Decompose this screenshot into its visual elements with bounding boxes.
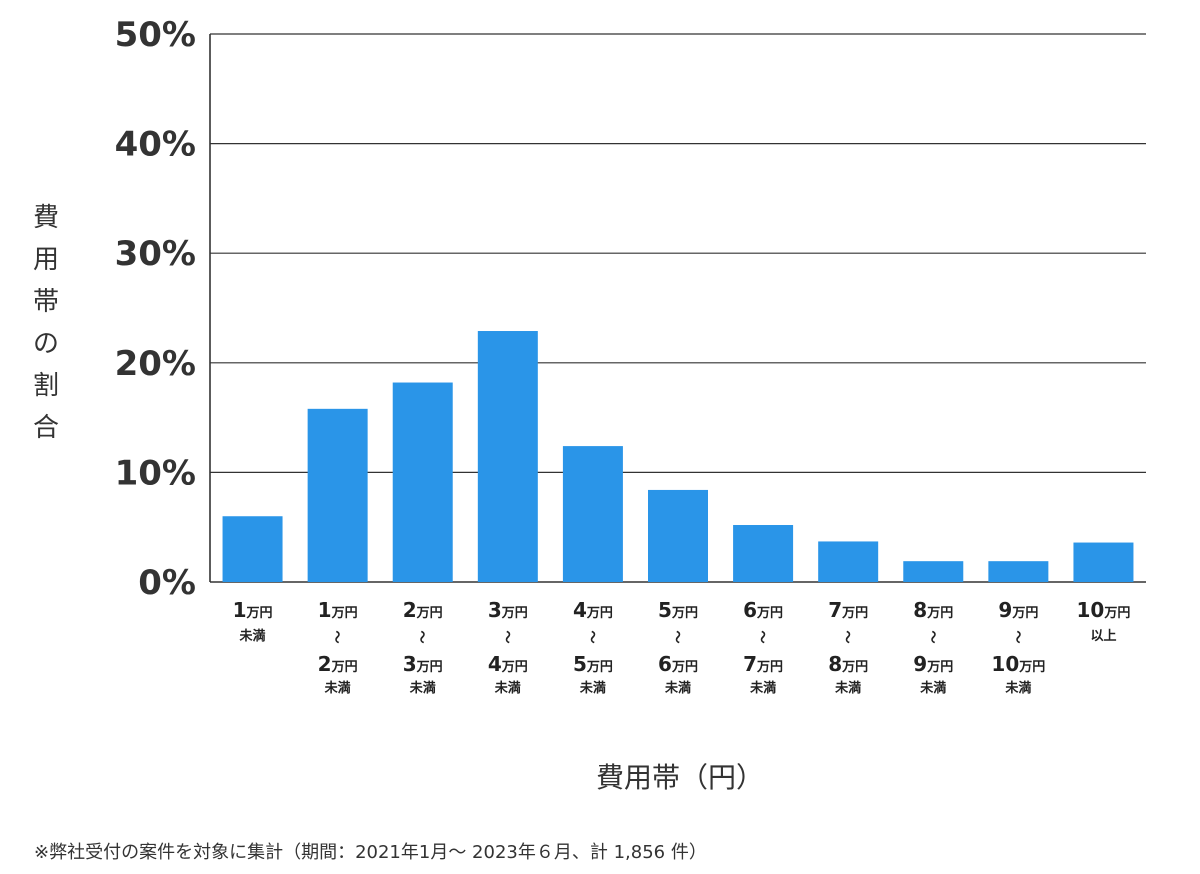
x-category-text: 未満 xyxy=(664,680,691,696)
x-category-range-mark: 〜 xyxy=(414,630,429,643)
x-category-text: 未満 xyxy=(409,680,436,696)
x-category-range-mark: 〜 xyxy=(924,630,939,643)
x-category-text: 未満 xyxy=(749,680,776,696)
y-tick-label: 20% xyxy=(115,344,196,384)
bar xyxy=(222,516,283,582)
y-axis-label-char: 帯 xyxy=(33,287,59,317)
bar xyxy=(392,382,453,582)
x-category-text: 1万円 xyxy=(233,598,273,622)
x-category-text: 未満 xyxy=(239,628,266,644)
bar xyxy=(818,541,879,582)
x-category-range-mark: 〜 xyxy=(669,630,684,643)
y-tick-label: 30% xyxy=(115,234,196,274)
x-category-text: 未満 xyxy=(324,680,351,696)
x-category-text: 1万円 xyxy=(318,598,358,622)
x-category-range-mark: 〜 xyxy=(329,630,344,643)
y-tick-labels: 0% 10% 20% 30% 40% 50% xyxy=(115,15,196,603)
x-category-text: 4万円 xyxy=(488,652,528,676)
x-axis-label: 費用帯（円） xyxy=(596,761,764,794)
x-category-text: 7万円 xyxy=(743,652,783,676)
y-axis-label-char: の xyxy=(33,329,59,359)
footnote: ※弊社受付の案件を対象に集計（期間：2021年1月～ 2023年６月、計 1,8… xyxy=(34,842,707,863)
x-category-range-mark: 〜 xyxy=(584,630,599,643)
x-category-range-mark: 〜 xyxy=(839,630,854,643)
x-category-text: 3万円 xyxy=(488,598,528,622)
x-category-text: 8万円 xyxy=(828,652,868,676)
bar xyxy=(988,561,1049,582)
x-category-text: 2万円 xyxy=(318,652,358,676)
x-category-text: 4万円 xyxy=(573,598,613,622)
x-category-text: 未満 xyxy=(579,680,606,696)
bar xyxy=(477,331,538,582)
bar xyxy=(1073,542,1134,582)
bar xyxy=(733,525,794,582)
y-axis-label-char: 用 xyxy=(33,245,59,275)
x-category-text: 未満 xyxy=(1004,680,1031,696)
y-axis-label-char: 費 xyxy=(33,203,59,233)
bar xyxy=(562,446,623,582)
y-tick-label: 10% xyxy=(115,453,196,493)
x-category-text: 5万円 xyxy=(573,652,613,676)
x-category-range-mark: 〜 xyxy=(754,630,769,643)
y-axis-label-char: 合 xyxy=(33,413,59,443)
x-category-text: 未満 xyxy=(494,680,521,696)
chart: 0%10%20%30%40%50% 1万円未満1万円〜2万円未満2万円〜3万円未… xyxy=(33,15,1146,794)
y-tick-label: 0% xyxy=(138,563,196,603)
bar xyxy=(307,408,368,582)
x-category-text: 2万円 xyxy=(403,598,443,622)
x-category-text: 5万円 xyxy=(658,598,698,622)
x-category-range-mark: 〜 xyxy=(1009,630,1024,643)
x-category-text: 8万円 xyxy=(913,598,953,622)
x-category-text: 未満 xyxy=(834,680,861,696)
y-tick-label: 50% xyxy=(115,15,196,55)
x-category-text: 9万円 xyxy=(913,652,953,676)
x-category-text: 以上 xyxy=(1090,629,1116,644)
x-category-range-mark: 〜 xyxy=(499,630,514,643)
x-category-text: 10万円 xyxy=(1077,598,1131,622)
x-category-text: 6万円 xyxy=(743,598,783,622)
x-category-labels: 1万円未満1万円〜2万円未満2万円〜3万円未満3万円〜4万円未満4万円〜5万円未… xyxy=(233,598,1131,696)
y-tick-label: 40% xyxy=(115,125,196,165)
bars xyxy=(222,331,1134,582)
x-category-text: 10万円 xyxy=(991,652,1045,676)
x-category-text: 6万円 xyxy=(658,652,698,676)
x-category-text: 3万円 xyxy=(403,652,443,676)
x-category-text: 9万円 xyxy=(998,598,1038,622)
x-category-text: 未満 xyxy=(919,680,946,696)
y-axis-label-char: 割 xyxy=(33,371,59,401)
bar xyxy=(903,561,964,582)
bar xyxy=(648,489,708,582)
x-category-text: 7万円 xyxy=(828,598,868,622)
